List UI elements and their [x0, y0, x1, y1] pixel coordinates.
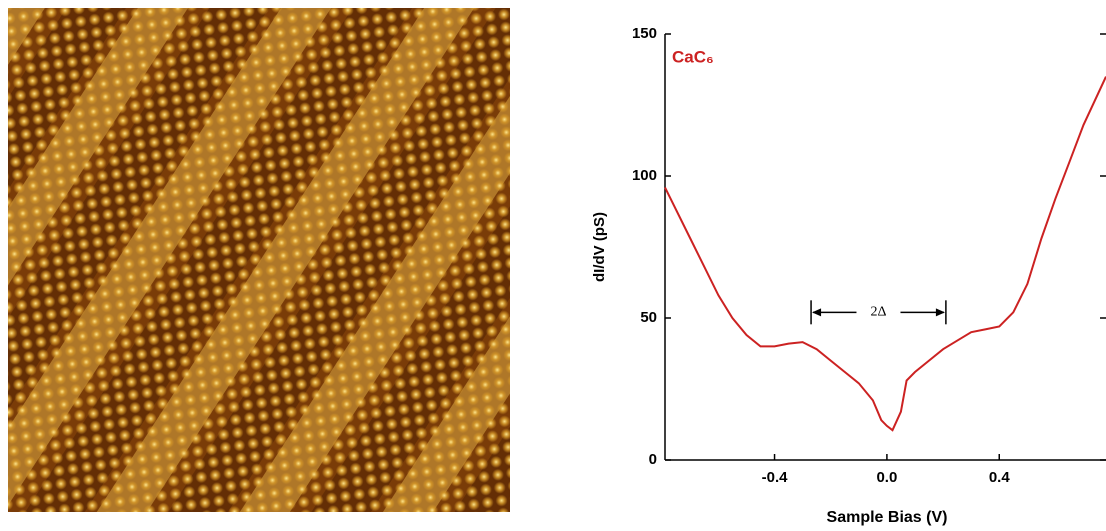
y-tick-label: 100 [632, 167, 657, 184]
stm-image [8, 8, 510, 512]
x-tick-label: 0.0 [876, 469, 897, 486]
arrow-head [812, 308, 822, 317]
x-tick-label: -0.4 [762, 469, 789, 486]
y-tick-label: 150 [632, 25, 657, 42]
material-label: CaC₆ [672, 47, 714, 66]
y-tick-label: 50 [640, 309, 657, 326]
y-tick-label: 0 [649, 451, 657, 468]
y-axis-label: dI/dV (pS) [591, 212, 608, 282]
gap-label: 2Δ [870, 305, 886, 320]
data-line [664, 76, 1106, 432]
arrow-head [935, 308, 945, 317]
x-tick-label: 0.4 [989, 469, 1011, 486]
x-axis-label: Sample Bias (V) [827, 509, 948, 526]
